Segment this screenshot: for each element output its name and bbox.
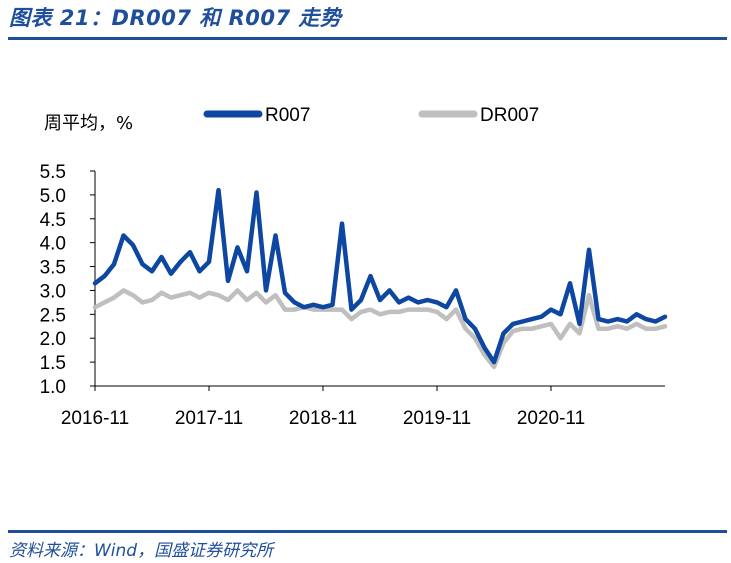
legend-label-dr007: DR007 bbox=[480, 105, 539, 126]
legend-label-r007: R007 bbox=[265, 105, 310, 126]
y-axis-label: 周平均，% bbox=[44, 113, 133, 134]
y-tick-label: 3.5 bbox=[40, 258, 66, 279]
title-divider bbox=[8, 37, 727, 40]
source-note: 资料来源：Wind，国盛证券研究所 bbox=[9, 541, 274, 561]
y-tick-label: 1.5 bbox=[40, 353, 66, 374]
y-tick-label: 1.0 bbox=[40, 377, 66, 398]
x-tick-label: 2017-11 bbox=[175, 408, 243, 429]
chart-legend: R007 DR007 bbox=[203, 105, 539, 126]
y-tick-label: 5.0 bbox=[40, 186, 66, 207]
y-tick-label: 3.0 bbox=[40, 281, 66, 302]
y-tick-label: 5.5 bbox=[40, 162, 66, 183]
series-line-r007 bbox=[92, 187, 668, 365]
source-divider bbox=[8, 530, 727, 533]
y-tick-label: 2.5 bbox=[40, 305, 66, 326]
y-tick-label: 4.5 bbox=[40, 210, 66, 231]
x-tick-label: 2019-11 bbox=[403, 408, 471, 429]
x-tick-label: 2016-11 bbox=[61, 408, 129, 429]
chart-series bbox=[92, 187, 668, 370]
y-tick-label: 2.0 bbox=[40, 329, 66, 350]
figure-title: 图表 21：DR007 和 R007 走势 bbox=[9, 6, 342, 30]
x-tick-label: 2020-11 bbox=[517, 408, 585, 429]
y-tick-label: 4.0 bbox=[40, 234, 66, 255]
chart-axes: 1.0 1.5 2.0 2.5 3.03.5 4.0 4.5 5.0 5.5 2016-11 201… bbox=[40, 162, 665, 429]
x-tick-label: 2018-11 bbox=[289, 408, 357, 429]
series-line-dr007 bbox=[92, 288, 668, 370]
